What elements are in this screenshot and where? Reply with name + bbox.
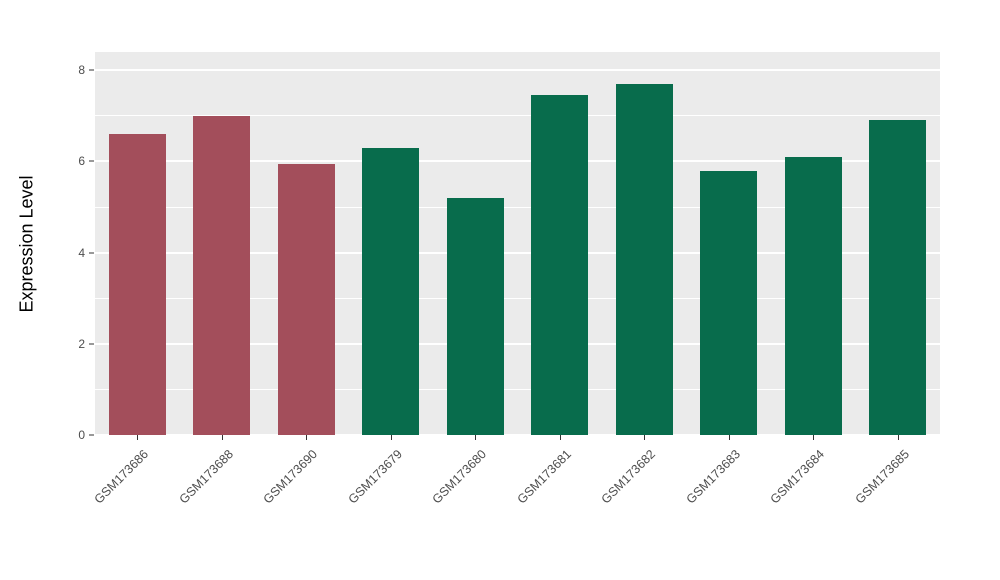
gridline-minor-3 [95, 297, 940, 299]
x-tick-label-GSM173685: GSM173685 [852, 447, 912, 507]
y-tick-mark-6 [89, 160, 94, 162]
y-tick-label-4: 4 [78, 245, 85, 260]
x-tick-mark-GSM173682 [644, 435, 646, 440]
x-tick-label-GSM173683: GSM173683 [683, 447, 743, 507]
x-tick-label-GSM173690: GSM173690 [260, 447, 321, 507]
gridline-minor-5 [95, 206, 940, 208]
plot-panel [95, 52, 940, 436]
y-tick-mark-8 [89, 69, 94, 71]
x-tick-mark-GSM173684 [813, 435, 815, 440]
bar-GSM173680 [446, 197, 504, 435]
bar-GSM173686 [108, 134, 166, 435]
x-tick-mark-GSM173680 [475, 435, 477, 440]
gridline-major-8 [95, 69, 940, 72]
x-tick-mark-GSM173686 [137, 435, 139, 440]
y-axis-title: Expression Level [2, 52, 52, 435]
bar-GSM173690 [277, 163, 335, 435]
bar-GSM173683 [700, 170, 758, 435]
y-tick-mark-0 [89, 434, 94, 436]
gridline-major-4 [95, 251, 940, 254]
x-tick-label-GSM173680: GSM173680 [429, 447, 490, 507]
bar-GSM173682 [615, 83, 673, 435]
y-tick-label-0: 0 [78, 428, 85, 442]
bar-GSM173685 [869, 120, 927, 435]
x-tick-label-GSM173686: GSM173686 [91, 447, 152, 507]
x-tick-label-GSM173688: GSM173688 [176, 447, 236, 507]
gridline-minor-7 [95, 115, 940, 117]
y-tick-mark-2 [89, 343, 94, 345]
x-tick-label-GSM173682: GSM173682 [598, 447, 659, 507]
x-tick-label-GSM173681: GSM173681 [514, 447, 574, 507]
gridline-major-0 [95, 434, 940, 436]
bar-GSM173679 [362, 147, 420, 435]
x-tick-mark-GSM173685 [897, 435, 899, 440]
x-tick-label-GSM173679: GSM173679 [345, 447, 405, 507]
y-tick-label-2: 2 [78, 336, 85, 351]
x-tick-mark-GSM173679 [390, 435, 392, 440]
gridline-major-2 [95, 342, 940, 345]
y-axis-title-text: Expression Level [16, 174, 37, 313]
bar-GSM173681 [531, 95, 589, 435]
x-tick-mark-GSM173690 [306, 435, 308, 440]
bar-GSM173684 [784, 156, 842, 435]
bar-GSM173688 [193, 115, 251, 435]
x-tick-mark-GSM173683 [728, 435, 730, 440]
gridline-major-6 [95, 160, 940, 163]
x-tick-mark-GSM173681 [559, 435, 561, 440]
gridline-minor-1 [95, 388, 940, 390]
y-tick-mark-4 [89, 252, 94, 254]
y-tick-label-8: 8 [78, 63, 85, 78]
x-tick-mark-GSM173688 [221, 435, 223, 440]
y-tick-label-6: 6 [78, 154, 85, 169]
x-tick-label-GSM173684: GSM173684 [767, 447, 828, 507]
